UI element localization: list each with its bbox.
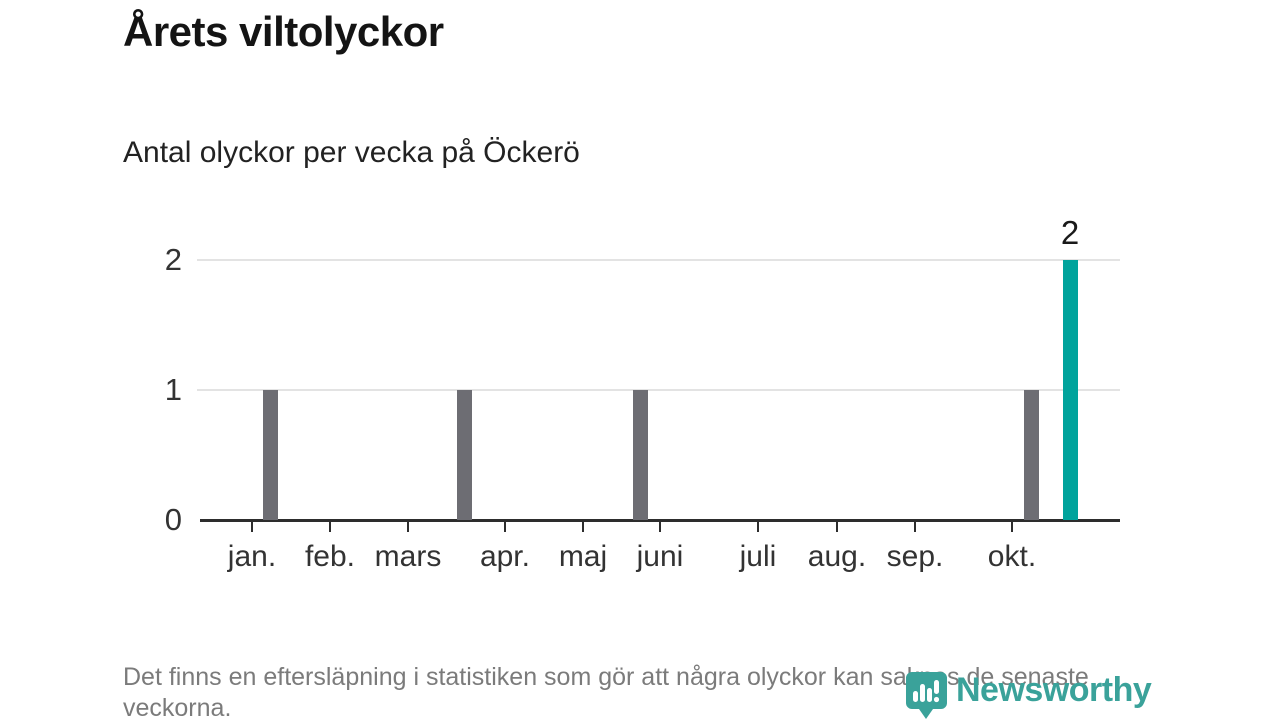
bar-value-label: 2 bbox=[1060, 214, 1080, 251]
x-axis-label-sep: sep. bbox=[886, 540, 944, 573]
chart-subtitle: Antal olyckor per vecka på Öckerö bbox=[123, 136, 580, 169]
x-axis-tick-apr bbox=[503, 521, 506, 532]
y-axis-label-0: 0 bbox=[164, 502, 182, 537]
x-axis-line bbox=[200, 519, 1120, 522]
x-axis-tick-feb bbox=[328, 521, 331, 532]
y-axis-label-1: 1 bbox=[164, 372, 182, 407]
x-axis-tick-juni bbox=[659, 521, 661, 532]
bar-week-13 bbox=[457, 390, 473, 520]
x-axis-label-jan: jan. bbox=[227, 540, 277, 573]
x-axis-label-feb: feb. bbox=[304, 540, 355, 573]
x-axis-label-aug: aug. bbox=[807, 540, 867, 573]
x-axis-tick-mars bbox=[407, 521, 409, 532]
bar-highlight-week-44 bbox=[1062, 260, 1078, 520]
x-axis-tick-aug bbox=[836, 521, 838, 532]
x-axis-label-mars: mars bbox=[374, 540, 442, 573]
x-axis-tick-okt bbox=[1010, 521, 1013, 532]
chart-title: Årets viltolyckor bbox=[123, 8, 444, 55]
x-axis-label-juni: juni bbox=[636, 540, 684, 573]
bar-week-42 bbox=[1023, 390, 1039, 520]
x-axis-tick-sep bbox=[914, 521, 917, 532]
x-axis-label-juli: juli bbox=[739, 540, 777, 573]
gridline-y2 bbox=[197, 259, 1120, 261]
newsworthy-logo: Newsworthy bbox=[906, 671, 1152, 720]
x-axis-label-maj: maj bbox=[558, 540, 608, 573]
x-axis-tick-maj bbox=[581, 521, 584, 532]
x-axis-tick-juli bbox=[756, 521, 759, 532]
x-axis-label-okt: okt. bbox=[987, 540, 1037, 573]
bar-week-4 bbox=[262, 390, 278, 520]
y-axis-label-2: 2 bbox=[164, 242, 182, 277]
x-axis-label-apr: apr. bbox=[479, 540, 530, 573]
x-axis-tick-jan bbox=[250, 521, 253, 532]
bar-week-22 bbox=[633, 390, 649, 520]
plot-area: okt. sep. aug. juli juni maj apr. mars feb. jan. 2… bbox=[165, 200, 1120, 573]
newsworthy-pin-icon bbox=[906, 672, 947, 719]
newsworthy-wordmark: Newsworthy bbox=[956, 671, 1152, 709]
gridline-y1 bbox=[197, 389, 1120, 391]
